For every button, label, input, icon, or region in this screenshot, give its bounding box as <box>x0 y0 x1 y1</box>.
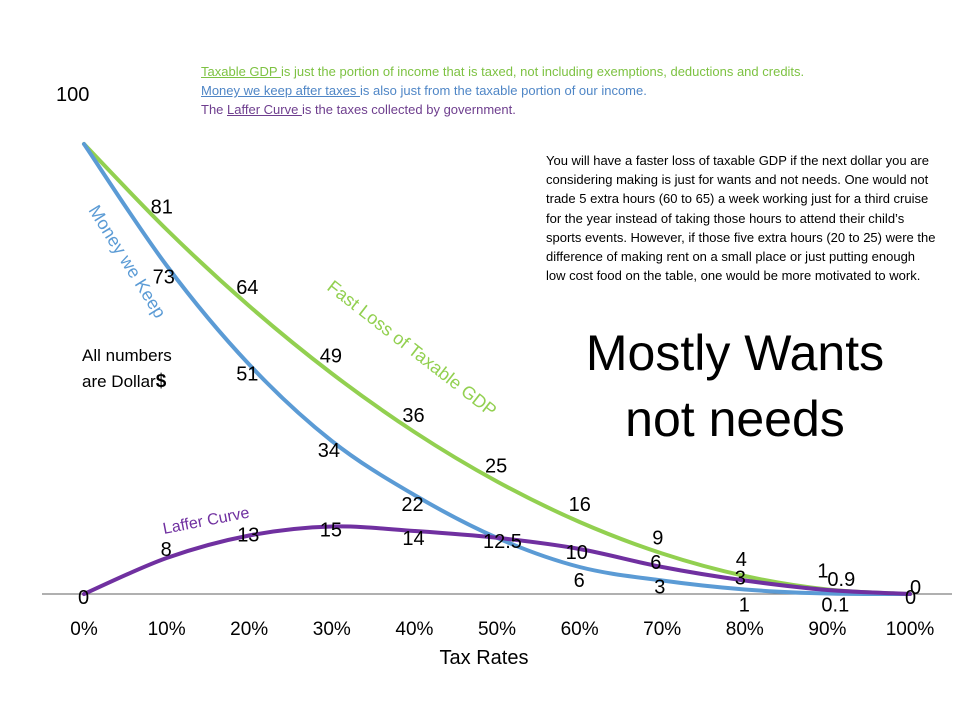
x-tick-label: 90% <box>808 619 846 640</box>
data-label: 15 <box>320 520 342 542</box>
headline-line1: Mostly Wants <box>585 325 885 381</box>
data-label: 49 <box>320 346 342 368</box>
data-label: 0.1 <box>821 595 849 617</box>
units-note-line1: All numbers <box>82 346 172 365</box>
series-line-1 <box>82 142 912 597</box>
units-note-line2: are Dollar$ <box>82 369 172 395</box>
series-label-fast-loss: Fast Loss of Taxable GDP <box>324 276 501 420</box>
note-laffer-curve: The Laffer Curve is the taxes collected … <box>201 100 804 119</box>
x-tick-label: 10% <box>148 619 186 640</box>
data-label: 100 <box>56 84 89 106</box>
definition-notes: Taxable GDP is just the portion of incom… <box>201 62 804 119</box>
data-label: 1 <box>817 561 828 583</box>
units-note: All numbers are Dollar$ <box>82 343 172 395</box>
headline: Mostly Wants not needs <box>560 320 910 452</box>
dollar-symbol: $ <box>155 371 167 392</box>
data-label: 3 <box>654 577 665 599</box>
data-label: 13 <box>237 525 259 547</box>
x-tick-label: 40% <box>395 619 433 640</box>
data-label: 0 <box>905 587 916 609</box>
series-line-2 <box>82 524 912 596</box>
data-label: 4 <box>736 549 747 571</box>
data-label: 51 <box>236 364 258 386</box>
x-tick-label: 70% <box>643 619 681 640</box>
data-label: 36 <box>402 405 424 427</box>
data-label: 16 <box>569 494 591 516</box>
note-taxable-gdp-text: is just the portion of income that is ta… <box>280 64 805 79</box>
note-taxable-gdp: Taxable GDP is just the portion of incom… <box>201 62 804 81</box>
data-label: 81 <box>151 197 173 219</box>
note-laffer-link[interactable]: Laffer Curve <box>227 102 302 117</box>
data-label: 25 <box>485 456 507 478</box>
note-money-we-keep-text: is also just from the taxable portion of… <box>359 83 647 98</box>
x-tick-label: 60% <box>561 619 599 640</box>
x-tick-label: 80% <box>726 619 764 640</box>
data-label: 14 <box>402 528 424 550</box>
data-label: 6 <box>574 570 585 592</box>
data-label: 8 <box>161 539 172 561</box>
data-label: 0 <box>910 577 921 599</box>
x-tick-label: 20% <box>230 619 268 640</box>
data-label: 12.5 <box>483 531 522 553</box>
x-tick-label: 0% <box>70 619 98 640</box>
x-axis-title: Tax Rates <box>440 647 529 669</box>
data-label: 34 <box>318 440 340 462</box>
data-label: 22 <box>401 494 423 516</box>
headline-line2: not needs <box>625 391 845 447</box>
data-label: 9 <box>652 528 663 550</box>
data-label: 3 <box>735 568 746 590</box>
explanation-paragraph: You will have a faster loss of taxable G… <box>546 153 936 284</box>
data-label: 0.9 <box>827 569 855 591</box>
x-tick-label: 30% <box>313 619 351 640</box>
note-money-we-keep: Money we keep after taxes is also just f… <box>201 81 804 100</box>
data-label: 10 <box>566 542 588 564</box>
x-tick-label: 100% <box>886 619 935 640</box>
data-label: 64 <box>236 277 258 299</box>
data-label: 73 <box>153 267 175 289</box>
note-taxable-gdp-link[interactable]: Taxable GDP <box>201 64 281 79</box>
note-laffer-pre: The <box>201 102 228 117</box>
x-tick-label: 50% <box>478 619 516 640</box>
data-label: 6 <box>650 552 661 574</box>
data-label: 1 <box>739 595 750 617</box>
data-label: 0 <box>78 587 89 609</box>
units-note-line2-text: are Dollar <box>82 372 156 391</box>
note-money-we-keep-link[interactable]: Money we keep after taxes <box>201 83 360 98</box>
series-line-0 <box>82 142 912 596</box>
note-laffer-text: is the taxes collected by government. <box>301 102 516 117</box>
